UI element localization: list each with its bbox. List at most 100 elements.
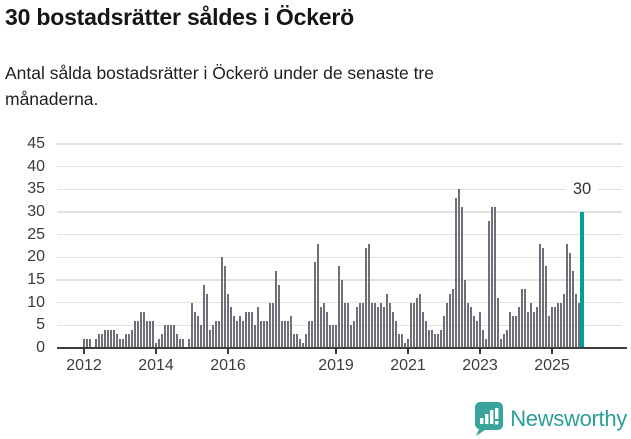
bar: [448, 293, 452, 348]
bar: [88, 338, 92, 348]
bar: [226, 293, 230, 348]
bar: [469, 307, 473, 348]
bar: [175, 334, 179, 348]
bar: [145, 320, 149, 348]
bar: [442, 316, 446, 348]
y-tick-label: 10: [27, 293, 45, 311]
bar: [532, 311, 536, 348]
bar: [574, 293, 578, 348]
bar: [178, 338, 182, 348]
bar: [340, 280, 344, 348]
bar: [253, 325, 257, 348]
bar: [436, 334, 440, 348]
bar: [214, 320, 218, 348]
bar: [172, 325, 176, 348]
bar: [493, 207, 497, 348]
bar: [106, 329, 110, 348]
chart-subtitle: Antal sålda bostadsrätter i Öckerö under…: [5, 63, 434, 109]
y-tick-label: 30: [27, 203, 45, 220]
bar: [379, 302, 383, 348]
bar: [190, 302, 194, 348]
y-tick-label: 25: [27, 225, 45, 243]
bar: [205, 293, 209, 348]
x-axis-tick: [155, 348, 157, 354]
bar: [337, 266, 341, 348]
y-tick-label: 5: [36, 316, 45, 334]
bar: [319, 307, 323, 348]
bar: [376, 307, 380, 348]
gridline: [57, 233, 622, 236]
bar: [472, 316, 476, 348]
bar: [133, 320, 137, 348]
bar: [346, 302, 350, 348]
bar: [97, 334, 101, 348]
y-tick-label: 35: [27, 180, 45, 198]
bar: [364, 248, 368, 348]
bar: [313, 261, 317, 348]
bar: [514, 316, 518, 348]
bar: [523, 289, 527, 348]
bar: [325, 311, 329, 348]
x-tick-label: 2016: [210, 357, 246, 374]
newsworthy-brand: Newsworthy: [473, 401, 627, 436]
bar: [388, 302, 392, 348]
x-tick-label: 2019: [318, 357, 354, 374]
highlighted-bar: [580, 212, 584, 348]
bar: [400, 334, 404, 348]
bar: [478, 311, 482, 348]
bar: [373, 302, 377, 348]
bar: [559, 302, 563, 348]
bar: [418, 293, 422, 348]
bar: [475, 320, 479, 348]
newsworthy-logo-icon: [473, 401, 504, 436]
bar: [358, 302, 362, 348]
bar: [547, 316, 551, 348]
bar: [382, 307, 386, 348]
bar: [394, 320, 398, 348]
bar: [136, 320, 140, 348]
bar: [286, 320, 290, 348]
bar: [100, 334, 104, 348]
bar: [265, 320, 269, 348]
bar: [484, 338, 488, 348]
bar: [562, 293, 566, 348]
bar: [295, 334, 299, 348]
x-axis-tick: [407, 348, 409, 354]
x-tick-label: 2025: [534, 357, 570, 374]
bar: [391, 311, 395, 348]
bar: [466, 302, 470, 348]
bar: [112, 329, 116, 348]
gridline: [57, 143, 622, 145]
bar: [427, 329, 431, 348]
bar: [274, 270, 278, 348]
bar: [343, 302, 347, 348]
bar: [208, 329, 212, 348]
bar: [115, 334, 119, 348]
page-title: 30 bostadsrätter såldes i Öckerö: [5, 4, 354, 30]
bar: [154, 343, 158, 348]
bar: [181, 338, 185, 348]
y-tick-label: 15: [27, 271, 45, 288]
bar: [121, 338, 125, 348]
bar: [169, 325, 173, 348]
bar: [412, 302, 416, 348]
bar: [481, 329, 485, 348]
bar: [511, 316, 515, 348]
x-tick-label: 2012: [66, 357, 102, 374]
bar: [397, 334, 401, 348]
bar: [445, 302, 449, 348]
bar: [250, 311, 254, 348]
bar: [235, 320, 239, 348]
bar: [259, 320, 263, 348]
bar: [490, 207, 494, 348]
bar: [316, 243, 320, 348]
bar: [151, 320, 155, 348]
bar: [331, 325, 335, 348]
bar: [85, 338, 89, 348]
bar: [487, 221, 491, 348]
bar: [349, 325, 353, 348]
bar: [220, 257, 224, 348]
y-tick-label: 45: [27, 135, 45, 152]
bar: [238, 316, 242, 348]
